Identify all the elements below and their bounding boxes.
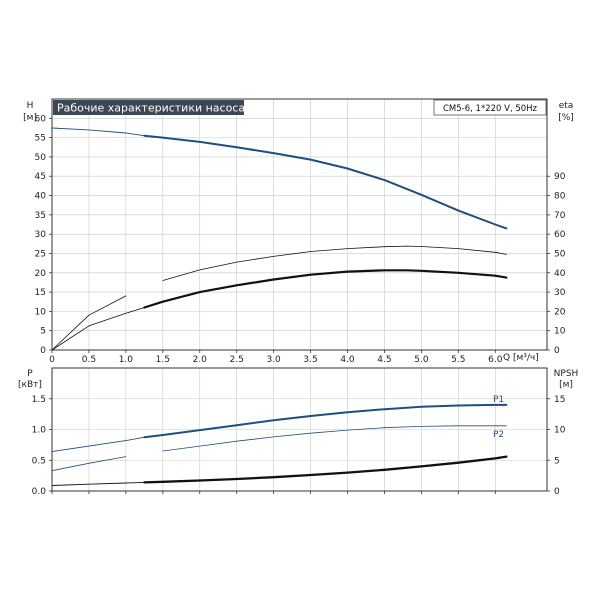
bottom-series-2-curve-low-flow xyxy=(51,481,145,486)
top-left-tick-label: 15 xyxy=(35,288,46,298)
top-left-axis-unit: [м] xyxy=(23,113,37,123)
top-right-tick-label: 70 xyxy=(554,211,566,221)
top-right-tick-label: 0 xyxy=(554,346,560,356)
top-right-axis-label: eta xyxy=(559,101,574,111)
top-left-tick-label: 40 xyxy=(35,192,47,202)
x-tick-label: 0.5 xyxy=(82,355,96,365)
top-plot-frame xyxy=(51,98,548,351)
bottom-chart-series xyxy=(51,403,508,486)
top-right-tick-label: 20 xyxy=(554,307,566,317)
top-left-tick-label: 55 xyxy=(35,134,46,144)
top-right-tick-label: 80 xyxy=(554,192,566,202)
top-right-tick-label: 50 xyxy=(554,249,566,259)
top-right-tick-label: 40 xyxy=(554,269,566,279)
chart-title: Рабочие характеристики насоса xyxy=(57,102,245,115)
bottom-right-tick-label: 15 xyxy=(554,395,565,405)
x-tick-label: 4.0 xyxy=(340,355,355,365)
bottom-left-axis-label: P xyxy=(27,369,33,379)
bottom-plot-frame xyxy=(51,367,548,492)
x-tick-label: 1.5 xyxy=(156,355,170,365)
p1-series-label: P1 xyxy=(493,395,504,405)
top-series-2-curve xyxy=(143,269,508,309)
bottom-series-2-curve xyxy=(143,455,508,484)
bottom-chart-grid xyxy=(52,368,547,491)
top-right-tick-label: 30 xyxy=(554,288,566,298)
x-tick-label: 2.5 xyxy=(230,355,244,365)
bottom-left-tick-label: 0.0 xyxy=(32,487,47,497)
x-tick-label: 2.0 xyxy=(193,355,208,365)
x-tick-label: 3.0 xyxy=(266,355,281,365)
bottom-p1-curve xyxy=(143,403,508,439)
x-tick-label: 5.5 xyxy=(451,355,465,365)
bottom-right-tick-label: 5 xyxy=(554,456,560,466)
top-left-tick-label: 25 xyxy=(35,249,46,259)
model-box xyxy=(433,99,547,116)
x-tick-label: 3.5 xyxy=(303,355,317,365)
top-series-1-curve xyxy=(162,245,507,281)
bottom-left-tick-label: 1.0 xyxy=(32,426,47,436)
top-left-tick-label: 60 xyxy=(35,114,47,124)
top-right-tick-label: 10 xyxy=(554,327,566,337)
top-left-tick-label: 30 xyxy=(35,230,47,240)
x-tick-label: 1.0 xyxy=(119,355,134,365)
top-series-2-curve-low-flow xyxy=(51,307,145,351)
top-chart-series xyxy=(51,127,508,351)
top-right-axis-unit: [%] xyxy=(558,113,574,123)
bottom-right-tick-label: 0 xyxy=(554,487,560,497)
x-tick-label: 0 xyxy=(49,355,55,365)
bottom-right-axis-label: NPSH xyxy=(554,369,579,379)
x-axis-label: Q [м³/ч] xyxy=(503,353,539,363)
x-tick-label: 6.0 xyxy=(488,355,503,365)
top-left-axis-label: H xyxy=(27,101,34,111)
top-left-tick-label: 45 xyxy=(35,172,46,182)
bottom-left-tick-label: 0.5 xyxy=(32,456,46,466)
bottom-left-axis-unit: [кВт] xyxy=(18,380,42,390)
bottom-p1-curve-low-flow xyxy=(51,436,145,453)
top-chart-ticks: 0 5 10 15 20 25 30 35 40 45 50 55 60 0 10 20 30 40 50 60 70 8… xyxy=(35,114,566,365)
top-left-tick-label: 10 xyxy=(35,307,47,317)
bottom-left-tick-label: 1.5 xyxy=(32,395,46,405)
title-background xyxy=(53,100,244,115)
top-left-tick-label: 0 xyxy=(40,346,46,356)
top-series-0-curve xyxy=(143,134,508,230)
x-tick-label: 4.5 xyxy=(377,355,391,365)
top-right-tick-label: 90 xyxy=(554,172,566,182)
top-chart-grid xyxy=(52,99,547,350)
bottom-right-tick-label: 10 xyxy=(554,426,566,436)
bottom-p2-curve-low-flow xyxy=(51,456,127,472)
top-series-1-curve-low-flow xyxy=(51,295,127,351)
top-series-0-curve-low-flow xyxy=(51,127,145,137)
top-left-tick-label: 35 xyxy=(35,211,46,221)
x-tick-label: 5.0 xyxy=(414,355,429,365)
top-right-tick-label: 60 xyxy=(554,230,566,240)
top-left-tick-label: 50 xyxy=(35,153,47,163)
bottom-p2-curve xyxy=(162,425,507,452)
p2-series-label: P2 xyxy=(493,430,504,440)
pump-model: CM5-6, 1*220 V, 50Hz xyxy=(443,104,538,114)
top-left-tick-label: 20 xyxy=(35,269,47,279)
bottom-chart-ticks: 0.0 0.5 1.0 1.5 0 5 10 15 xyxy=(32,395,566,497)
top-left-tick-label: 5 xyxy=(40,327,46,337)
bottom-right-axis-unit: [м] xyxy=(559,380,573,390)
